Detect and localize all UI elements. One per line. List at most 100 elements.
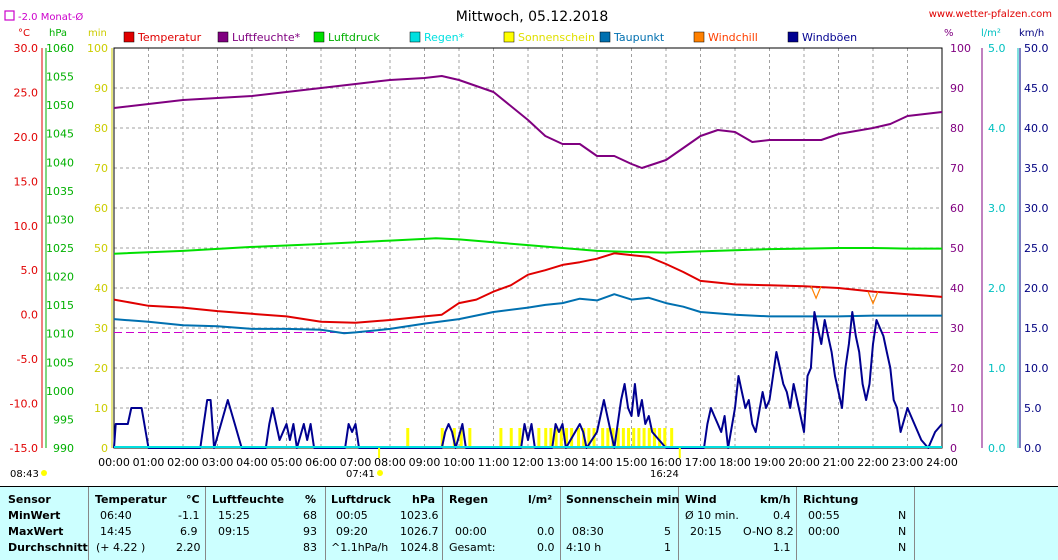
row-label: MinWert xyxy=(8,509,61,522)
wind-axis-tick: 15.0 xyxy=(1024,322,1049,335)
cell: 1.1 xyxy=(773,541,791,554)
x-tick-label: 12:00 xyxy=(512,456,544,469)
row-label: Durchschnitt xyxy=(8,541,88,554)
site-link[interactable]: www.wetter-pfalzen.com xyxy=(929,9,1052,20)
sunshine-bar xyxy=(559,428,563,448)
wind-axis-tick: 40.0 xyxy=(1024,122,1049,135)
sunshine-bar xyxy=(406,428,410,448)
x-tick-label: 09:00 xyxy=(409,456,441,469)
rain-axis-tick: 3.0 xyxy=(988,202,1006,215)
sunshine-bar xyxy=(564,428,568,448)
sunshine-bar xyxy=(544,428,548,448)
cell: (+ 4.22 ) xyxy=(96,541,146,554)
wind-axis-tick: 25.0 xyxy=(1024,242,1049,255)
unit-wind: km/h xyxy=(1019,28,1044,39)
grid xyxy=(113,47,943,449)
wind-axis-tick: 35.0 xyxy=(1024,162,1049,175)
cell: 2.20 xyxy=(176,541,201,554)
pressure-axis-tick: 1045 xyxy=(46,128,74,141)
sunshine-bar xyxy=(642,428,646,448)
sunshine-bar xyxy=(663,428,667,448)
table-divider xyxy=(325,487,326,560)
sunshine-bar xyxy=(554,428,558,448)
cell: 68 xyxy=(303,509,317,522)
x-tick-label: 24:00 xyxy=(926,456,958,469)
x-tick-label: 01:00 xyxy=(133,456,165,469)
rain-axis-tick: 2.0 xyxy=(988,282,1006,295)
x-tick-label: 23:00 xyxy=(892,456,924,469)
cell: 1026.7 xyxy=(400,525,439,538)
table-row-avg: Durchschnitt (+ 4.22 ) 2.20 83 ^1.1hPa/h… xyxy=(0,541,1058,557)
wind-axis-tick: 0.0 xyxy=(1024,442,1042,455)
x-tick-label: 18:00 xyxy=(719,456,751,469)
sunshine-bar xyxy=(601,428,605,448)
table-divider xyxy=(442,487,443,560)
unit-pressure: hPa xyxy=(49,28,67,39)
monthly-avg-swatch xyxy=(4,10,15,21)
x-tick-label: 00:00 xyxy=(98,456,130,469)
sunshine-bar xyxy=(658,428,662,448)
unit-temperature: °C xyxy=(18,28,30,39)
cell: 14:45 xyxy=(100,525,132,538)
cell: N xyxy=(898,509,907,522)
x-tick-label: 06:00 xyxy=(305,456,337,469)
pressure-axis-tick: 1040 xyxy=(46,156,74,169)
header-humidity-unit: % xyxy=(305,493,317,506)
start-sun-icon xyxy=(41,470,47,476)
sunshine-axis-tick: 60 xyxy=(94,202,108,215)
legend-swatch xyxy=(217,31,229,43)
legend-label: Windchill xyxy=(708,31,758,44)
cell: 08:30 xyxy=(572,525,604,538)
humidity-axis-tick: 100 xyxy=(950,42,971,55)
cell: 09:15 xyxy=(218,525,250,538)
table-divider xyxy=(560,487,561,560)
sunrise-sun-icon xyxy=(377,470,383,476)
sunshine-axis-tick: 30 xyxy=(94,322,108,335)
sunshine-axis-tick: 10 xyxy=(94,402,108,415)
temperature-axis-tick: -5.0 xyxy=(17,353,38,366)
legend-label: Luftfeuchte* xyxy=(232,31,301,44)
header-pressure: Luftdruck xyxy=(331,493,391,506)
pressure-axis-tick: 995 xyxy=(53,413,74,426)
humidity-axis-tick: 20 xyxy=(950,362,964,375)
temperature-axis-tick: 15.0 xyxy=(14,175,39,188)
pressure-axis-tick: 1030 xyxy=(46,213,74,226)
header-wind-unit: km/h xyxy=(760,493,791,506)
humidity-axis-tick: 60 xyxy=(950,202,964,215)
temperature-axis-tick: 20.0 xyxy=(14,131,39,144)
series-line xyxy=(113,75,943,169)
sunshine-bar xyxy=(627,428,631,448)
cell: 1024.8 xyxy=(400,541,439,554)
header-rain-unit: l/m² xyxy=(528,493,553,506)
rain-axis-tick: 0.0 xyxy=(988,442,1006,455)
cell: 00:55 xyxy=(808,509,840,522)
sunshine-bar xyxy=(509,428,513,448)
table-divider xyxy=(205,487,206,560)
series-line xyxy=(113,237,942,255)
x-tick-label: 22:00 xyxy=(857,456,889,469)
chart-title: Mittwoch, 05.12.2018 xyxy=(456,9,609,25)
cell: 5 xyxy=(664,525,671,538)
sunshine-bar xyxy=(459,428,463,448)
x-tick-label: 04:00 xyxy=(236,456,268,469)
x-tick-label: 05:00 xyxy=(271,456,303,469)
series-line xyxy=(113,293,942,335)
temperature-axis-tick: 5.0 xyxy=(21,264,39,277)
x-tick-label: 20:00 xyxy=(788,456,820,469)
sunshine-bar xyxy=(606,428,610,448)
pressure-axis-tick: 1005 xyxy=(46,356,74,369)
x-tick-label: 15:00 xyxy=(616,456,648,469)
cell: 06:40 xyxy=(100,509,132,522)
sunrise-time: 07:41 xyxy=(346,469,375,480)
x-tick-label: 17:00 xyxy=(685,456,717,469)
legend-swatch xyxy=(599,31,611,43)
cell: 0.0 xyxy=(537,541,555,554)
legend-swatch xyxy=(787,31,799,43)
legend-label: Regen* xyxy=(424,31,465,44)
pressure-axis-tick: 1000 xyxy=(46,385,74,398)
cell: Ø 10 min. xyxy=(685,509,739,522)
sunshine-bar xyxy=(670,428,674,448)
humidity-axis-tick: 10 xyxy=(950,402,964,415)
temperature-axis-tick: 10.0 xyxy=(14,220,39,233)
humidity-axis-tick: 30 xyxy=(950,322,964,335)
